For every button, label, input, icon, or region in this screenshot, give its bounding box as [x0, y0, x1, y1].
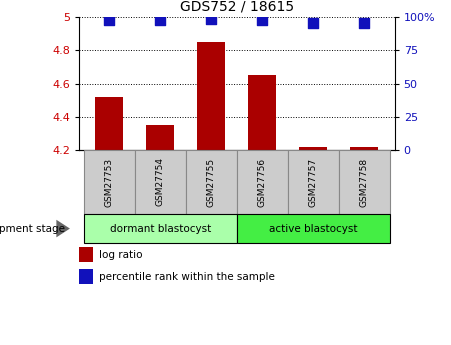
Bar [248, 75, 276, 150]
Bar [237, 214, 390, 243]
Title: GDS752 / 18615: GDS752 / 18615 [179, 0, 294, 13]
Bar [339, 150, 390, 214]
Text: GSM27756: GSM27756 [258, 157, 267, 207]
Bar [198, 42, 226, 150]
Bar [135, 150, 186, 214]
Text: dormant blastocyst: dormant blastocyst [110, 224, 211, 234]
Point [360, 20, 368, 25]
Text: log ratio: log ratio [99, 250, 143, 260]
Text: GSM27753: GSM27753 [105, 157, 114, 207]
Point [208, 16, 215, 21]
Bar [96, 97, 124, 150]
Bar [84, 150, 135, 214]
Bar [237, 150, 288, 214]
Point [106, 17, 113, 23]
Text: GSM27755: GSM27755 [207, 157, 216, 207]
Text: development stage: development stage [0, 224, 65, 234]
Bar [299, 147, 327, 150]
Bar [350, 147, 378, 150]
Bar [288, 150, 339, 214]
Bar [84, 214, 237, 243]
Bar [147, 125, 175, 150]
Text: GSM27758: GSM27758 [359, 157, 368, 207]
Polygon shape [56, 220, 70, 237]
Bar [79, 269, 93, 284]
Point [258, 17, 266, 23]
Bar [79, 247, 93, 262]
Bar [186, 150, 237, 214]
Text: GSM27757: GSM27757 [308, 157, 318, 207]
Point [157, 17, 164, 23]
Text: GSM27754: GSM27754 [156, 157, 165, 207]
Text: percentile rank within the sample: percentile rank within the sample [99, 272, 275, 282]
Point [309, 20, 317, 25]
Text: active blastocyst: active blastocyst [269, 224, 357, 234]
